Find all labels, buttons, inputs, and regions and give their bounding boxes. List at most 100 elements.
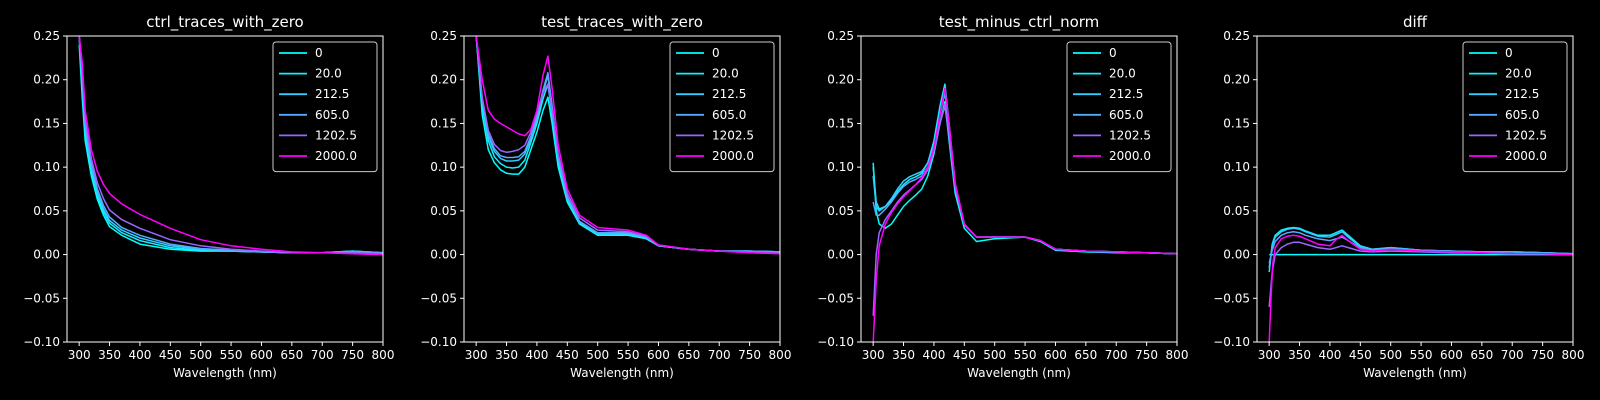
series-line-5 [872, 87, 1177, 342]
legend-label: 2000.0 [315, 149, 357, 163]
plot-frame [860, 35, 1178, 343]
legend: 0 20.0 212.5 605.0 1202.5 2000.0 [1462, 41, 1568, 173]
x-tick-label: 650 [1074, 348, 1097, 362]
series-group [475, 36, 780, 255]
y-tick-label: −0.10 [1213, 335, 1250, 349]
y-tick-label: −0.05 [420, 291, 457, 305]
legend-label: 212.5 [712, 87, 746, 101]
x-tick-label: 400 [922, 348, 945, 362]
x-tick-label: 700 [1105, 348, 1128, 362]
legend: 0 20.0 212.5 605.0 1202.5 2000.0 [272, 41, 378, 173]
x-tick-label: 400 [1318, 348, 1341, 362]
legend-label: 212.5 [1505, 87, 1539, 101]
x-tick-label: 750 [738, 348, 761, 362]
y-tick-label: 0.10 [430, 160, 457, 174]
legend-label: 20.0 [712, 67, 739, 81]
x-tick-label: 550 [617, 348, 640, 362]
y-tick-label: 0.00 [827, 248, 854, 262]
y-tick-label: 0.15 [1223, 116, 1250, 130]
legend-label: 1202.5 [315, 128, 357, 142]
y-tick-label: 0.00 [1223, 248, 1250, 262]
legend-label: 605.0 [315, 108, 349, 122]
y-tick-label: 0.20 [33, 73, 60, 87]
legend-label: 20.0 [1505, 67, 1532, 81]
series-line-3 [475, 36, 780, 253]
x-tick-label: 700 [1501, 348, 1524, 362]
chart-panel-2: test_minus_ctrl_norm 300 350 400 450 500 550 60… [817, 13, 1188, 380]
y-tick-label: 0.05 [1223, 204, 1250, 218]
x-tick-label: 300 [1258, 348, 1281, 362]
x-tick-label: 500 [1379, 348, 1402, 362]
x-tick-label: 650 [677, 348, 700, 362]
x-tick-label: 800 [372, 348, 395, 362]
legend: 0 20.0 212.5 605.0 1202.5 2000.0 [669, 41, 775, 173]
y-tick-label: 0.10 [33, 160, 60, 174]
series-line-5 [78, 36, 383, 256]
legend-label: 605.0 [1109, 108, 1143, 122]
x-axis-label: Wavelength (nm) [967, 366, 1071, 380]
legend-label: 0 [315, 46, 323, 60]
y-tick-label: 0.15 [827, 116, 854, 130]
x-tick-label: 550 [1014, 348, 1037, 362]
legend-label: 0 [712, 46, 720, 60]
plot-frame [66, 35, 384, 343]
legend-label: 1202.5 [1505, 128, 1547, 142]
y-tick-label: −0.05 [1213, 291, 1250, 305]
y-tick-label: 0.00 [33, 248, 60, 262]
y-tick-label: 0.15 [33, 116, 60, 130]
x-tick-label: 600 [647, 348, 670, 362]
x-tick-label: 550 [1410, 348, 1433, 362]
plot-frame [1256, 35, 1574, 343]
legend: 0 20.0 212.5 605.0 1202.5 2000.0 [1066, 41, 1172, 173]
x-tick-label: 650 [280, 348, 303, 362]
x-tick-label: 300 [465, 348, 488, 362]
x-tick-label: 400 [525, 348, 548, 362]
legend-label: 0 [1109, 46, 1117, 60]
x-tick-label: 750 [1135, 348, 1158, 362]
legend-label: 605.0 [1505, 108, 1539, 122]
y-tick-label: 0.05 [33, 204, 60, 218]
legend-label: 1202.5 [712, 128, 754, 142]
y-tick-label: 0.25 [430, 29, 457, 43]
x-tick-label: 500 [189, 348, 212, 362]
x-tick-label: 800 [1166, 348, 1189, 362]
x-tick-label: 350 [98, 348, 121, 362]
series-group [78, 36, 383, 256]
series-line-5 [1268, 234, 1573, 342]
x-tick-label: 600 [1440, 348, 1463, 362]
x-tick-label: 300 [68, 348, 91, 362]
legend-label: 2000.0 [1505, 149, 1547, 163]
plot-frame [463, 35, 781, 343]
x-tick-label: 450 [159, 348, 182, 362]
x-axis-label: Wavelength (nm) [1363, 366, 1467, 380]
y-tick-label: 0.00 [430, 248, 457, 262]
legend-label: 2000.0 [712, 149, 754, 163]
chart-panel-3: diff 300 350 400 450 500 550 600 650 700 750 800 −0.… [1213, 13, 1584, 380]
y-tick-label: 0.25 [33, 29, 60, 43]
x-tick-label: 700 [311, 348, 334, 362]
chart-title: test_minus_ctrl_norm [939, 13, 1100, 32]
x-tick-label: 350 [495, 348, 518, 362]
legend-label: 20.0 [1109, 67, 1136, 81]
series-line-5 [475, 36, 780, 255]
y-tick-label: 0.05 [430, 204, 457, 218]
x-tick-label: 700 [708, 348, 731, 362]
x-axis-label: Wavelength (nm) [173, 366, 277, 380]
legend-label: 20.0 [315, 67, 342, 81]
chart-panel-0: ctrl_traces_with_zero 300 350 400 450 500 550 6… [23, 13, 394, 380]
y-tick-label: 0.20 [430, 73, 457, 87]
legend-label: 0 [1505, 46, 1513, 60]
x-tick-label: 800 [1562, 348, 1585, 362]
x-axis-label: Wavelength (nm) [570, 366, 674, 380]
series-group [872, 83, 1177, 342]
x-tick-label: 450 [556, 348, 579, 362]
x-tick-label: 500 [586, 348, 609, 362]
y-tick-label: 0.20 [1223, 73, 1250, 87]
chart-panel-1: test_traces_with_zero 300 350 400 450 500 550 6… [420, 13, 791, 380]
legend-label: 212.5 [315, 87, 349, 101]
y-tick-label: −0.05 [817, 291, 854, 305]
y-tick-label: 0.20 [827, 73, 854, 87]
legend-label: 1202.5 [1109, 128, 1151, 142]
x-tick-label: 500 [983, 348, 1006, 362]
x-tick-label: 400 [128, 348, 151, 362]
